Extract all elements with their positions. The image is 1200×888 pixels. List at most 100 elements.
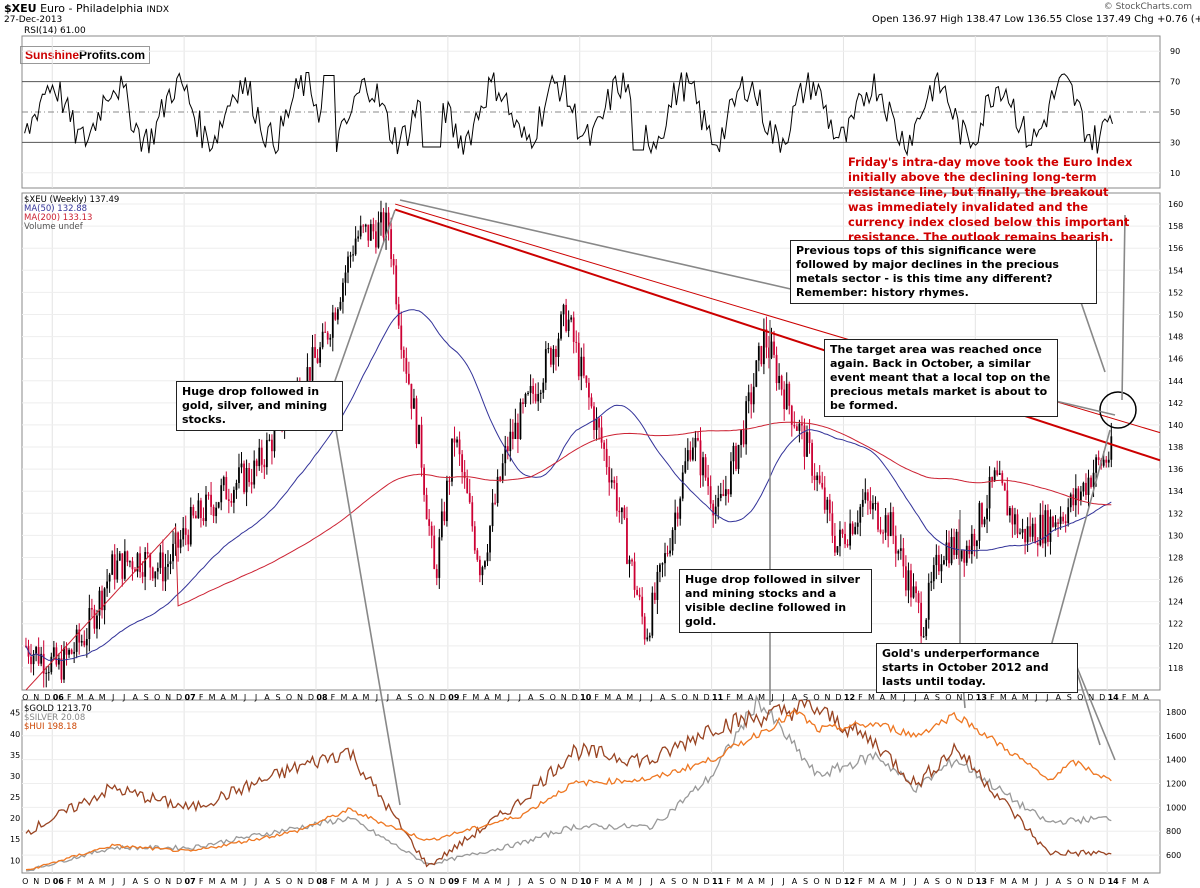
- price-bar-body: [714, 506, 717, 516]
- price-bar-body: [390, 229, 393, 260]
- price-bar-body: [986, 508, 988, 520]
- price-bar-body: [544, 349, 547, 383]
- x-tick-label-bottom: J: [375, 877, 378, 886]
- bottom-legend: $GOLD 1213.70 $SILVER 20.08 $HUI 198.18: [24, 705, 92, 732]
- x-tick-label-main: 11: [712, 693, 724, 702]
- x-tick-label-bottom: S: [1067, 877, 1072, 886]
- x-tick-label-bottom: A: [1143, 877, 1149, 886]
- x-tick-label-bottom: F: [463, 877, 468, 886]
- silver-line: [25, 694, 1112, 872]
- rsi-tick-label: 50: [1170, 108, 1180, 117]
- x-tick-label-bottom: M: [1132, 877, 1139, 886]
- x-tick-label-main: S: [1067, 693, 1072, 702]
- price-bar-body: [930, 581, 933, 583]
- x-tick-label-bottom: 11: [712, 877, 724, 886]
- price-bar-body: [271, 439, 273, 452]
- legend-ma50: MA(50) 132.88: [24, 204, 88, 214]
- price-bar-body: [724, 489, 727, 496]
- x-tick-label-bottom: J: [518, 877, 521, 886]
- x-tick-label-main: N: [297, 693, 303, 702]
- x-tick-label-bottom: D: [440, 877, 446, 886]
- price-bar-body: [846, 544, 849, 546]
- x-tick-label-main: M: [341, 693, 348, 702]
- annotation-pointer: [329, 394, 401, 806]
- price-bar-body: [273, 424, 276, 452]
- price-bar-body: [633, 561, 636, 590]
- x-tick-label-bottom: 07: [185, 877, 196, 886]
- price-tick-label: 154: [1168, 266, 1183, 275]
- left-axis-label: 35: [10, 751, 20, 760]
- price-bar-body: [1016, 514, 1019, 534]
- price-bar-body: [534, 393, 537, 402]
- price-bar-body: [950, 536, 953, 564]
- price-bar-body: [719, 493, 722, 498]
- price-bar-body: [889, 512, 892, 537]
- price-bar-body: [836, 546, 839, 553]
- x-tick-label-bottom: D: [44, 877, 50, 886]
- x-tick-label-bottom: M: [626, 877, 633, 886]
- x-tick-label-main: J: [1034, 693, 1037, 702]
- price-bar-body: [529, 385, 532, 393]
- price-bar-body: [686, 450, 689, 462]
- price-bar-body: [948, 542, 950, 564]
- x-tick-label-main: M: [626, 693, 633, 702]
- legend-xeu: $XEU (Weekly) 137.49: [24, 195, 120, 205]
- price-bar-body: [610, 480, 613, 483]
- price-bar-body: [1008, 508, 1011, 516]
- x-tick-label-main: M: [472, 693, 479, 702]
- price-bar-body: [60, 658, 63, 680]
- price-bar-body: [532, 385, 535, 394]
- price-bar-body: [1079, 491, 1082, 501]
- price-tick-label: 144: [1168, 377, 1183, 386]
- price-bar-body: [732, 445, 735, 462]
- price-bar-body: [697, 438, 699, 441]
- x-tick-label-bottom: M: [99, 877, 106, 886]
- price-bar-body: [428, 519, 431, 526]
- rsi-line: [24, 72, 1113, 157]
- price-bar-body: [435, 569, 438, 578]
- price-bar-body: [691, 447, 694, 460]
- price-bar-body: [83, 640, 86, 646]
- x-tick-label-bottom: A: [352, 877, 358, 886]
- price-bar-body: [336, 309, 339, 320]
- price-bar-body: [519, 402, 522, 440]
- price-bar-body: [1054, 522, 1057, 527]
- ma200-line: [25, 421, 1112, 691]
- x-tick-label-bottom: J: [1045, 877, 1048, 886]
- price-bar-body: [562, 304, 565, 315]
- price-bar-body: [998, 473, 1001, 475]
- price-bar-body: [123, 551, 126, 579]
- price-bar-body: [659, 564, 661, 572]
- price-bar-body: [111, 554, 114, 575]
- legend-gold: $GOLD 1213.70: [24, 704, 92, 714]
- price-bar-body: [572, 317, 575, 342]
- price-bar-body: [1011, 508, 1014, 525]
- price-bar-body: [816, 475, 819, 481]
- x-tick-label-bottom: A: [264, 877, 270, 886]
- price-bar-body: [144, 551, 147, 577]
- x-tick-label-main: J: [913, 693, 916, 702]
- x-tick-label-bottom: S: [275, 877, 280, 886]
- x-tick-label-bottom: M: [868, 877, 875, 886]
- x-tick-label-main: O: [550, 693, 556, 702]
- x-tick-label-main: O: [22, 693, 28, 702]
- x-tick-label-main: D: [440, 693, 446, 702]
- rsi-tick-label: 30: [1170, 138, 1180, 147]
- rsi-tick-label: 10: [1170, 169, 1180, 178]
- x-tick-label-main: M: [99, 693, 106, 702]
- price-bar-body: [489, 526, 491, 553]
- left-axis-label: 45: [10, 709, 20, 718]
- price-bar-body: [669, 550, 671, 554]
- price-bar-body: [222, 477, 225, 486]
- price-bar-body: [608, 467, 611, 483]
- price-bar-body: [448, 480, 451, 482]
- price-bar-body: [217, 502, 220, 508]
- price-bar-body: [671, 530, 674, 551]
- x-tick-label-bottom: S: [407, 877, 412, 886]
- price-bar-body: [172, 543, 174, 562]
- price-bar-body: [425, 494, 428, 520]
- x-tick-label-bottom: D: [308, 877, 314, 886]
- x-tick-label-bottom: 13: [976, 877, 987, 886]
- price-bar-body: [265, 440, 268, 468]
- left-axis-label: 30: [10, 772, 20, 781]
